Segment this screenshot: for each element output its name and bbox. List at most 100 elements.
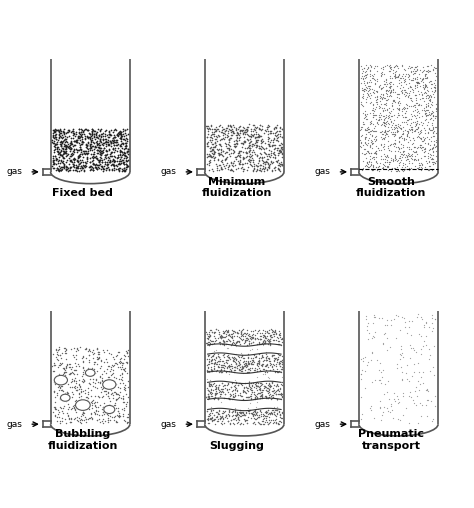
Point — [263, 414, 270, 422]
Point — [71, 397, 79, 405]
Point — [91, 402, 99, 410]
Point — [264, 360, 271, 368]
Point — [217, 332, 224, 340]
Point — [381, 128, 389, 136]
Point — [87, 134, 94, 142]
Point — [57, 164, 64, 172]
Point — [109, 376, 117, 385]
Point — [218, 146, 225, 154]
Point — [82, 367, 90, 375]
Point — [372, 137, 379, 145]
Point — [274, 368, 282, 376]
Point — [72, 396, 80, 404]
Point — [246, 153, 254, 161]
Point — [77, 125, 84, 134]
Point — [244, 130, 251, 138]
Point — [278, 334, 286, 342]
Point — [249, 156, 257, 164]
Point — [374, 144, 382, 152]
Point — [250, 410, 257, 419]
Point — [394, 64, 402, 72]
Point — [224, 359, 231, 367]
Point — [264, 154, 272, 163]
Point — [100, 135, 107, 143]
Point — [56, 395, 64, 403]
Point — [248, 162, 256, 170]
Point — [261, 158, 268, 166]
Point — [266, 409, 273, 418]
Point — [265, 329, 273, 337]
Point — [423, 100, 430, 108]
Point — [395, 134, 402, 142]
Point — [88, 146, 96, 154]
Point — [276, 145, 284, 153]
Point — [264, 150, 272, 158]
Point — [270, 356, 278, 364]
Point — [208, 414, 216, 422]
Point — [228, 334, 236, 342]
Point — [215, 148, 222, 156]
Point — [399, 350, 406, 358]
Point — [273, 403, 281, 411]
Point — [398, 61, 406, 69]
Point — [217, 367, 224, 375]
Point — [235, 361, 243, 369]
Point — [52, 156, 59, 165]
Point — [417, 128, 425, 136]
Point — [363, 361, 371, 369]
Point — [267, 325, 274, 333]
Point — [404, 104, 411, 112]
Point — [264, 373, 272, 381]
Point — [369, 349, 376, 357]
Point — [397, 327, 404, 335]
Point — [70, 369, 77, 377]
Point — [419, 133, 427, 141]
Point — [374, 116, 382, 124]
Point — [247, 392, 255, 400]
Point — [371, 375, 379, 384]
Point — [371, 124, 378, 132]
Point — [400, 86, 408, 94]
Point — [272, 123, 279, 131]
Point — [266, 129, 274, 137]
Point — [207, 121, 215, 130]
Point — [432, 107, 439, 115]
Point — [55, 126, 62, 134]
Point — [277, 418, 285, 426]
Point — [255, 131, 263, 139]
Point — [252, 383, 260, 391]
Point — [377, 64, 385, 72]
Point — [224, 344, 231, 353]
Point — [422, 318, 430, 326]
Point — [91, 150, 98, 158]
Point — [401, 113, 409, 121]
Point — [245, 381, 253, 389]
Point — [242, 363, 250, 371]
Point — [98, 418, 105, 426]
Point — [103, 346, 111, 355]
Point — [267, 408, 275, 417]
Point — [251, 134, 259, 142]
Point — [216, 412, 224, 420]
Point — [418, 313, 425, 321]
Point — [72, 366, 79, 374]
Point — [93, 343, 100, 352]
Point — [261, 332, 269, 340]
Point — [209, 351, 217, 359]
Point — [383, 316, 391, 324]
Point — [428, 84, 435, 92]
Point — [382, 158, 389, 167]
Point — [245, 358, 252, 366]
Point — [223, 343, 231, 352]
Point — [408, 97, 416, 105]
Point — [255, 360, 263, 368]
Point — [256, 149, 264, 157]
Point — [227, 144, 234, 152]
Point — [411, 148, 419, 156]
Point — [240, 166, 247, 174]
Point — [64, 150, 72, 158]
Point — [392, 131, 399, 139]
Point — [80, 163, 88, 171]
Point — [212, 128, 220, 136]
Point — [225, 135, 233, 143]
